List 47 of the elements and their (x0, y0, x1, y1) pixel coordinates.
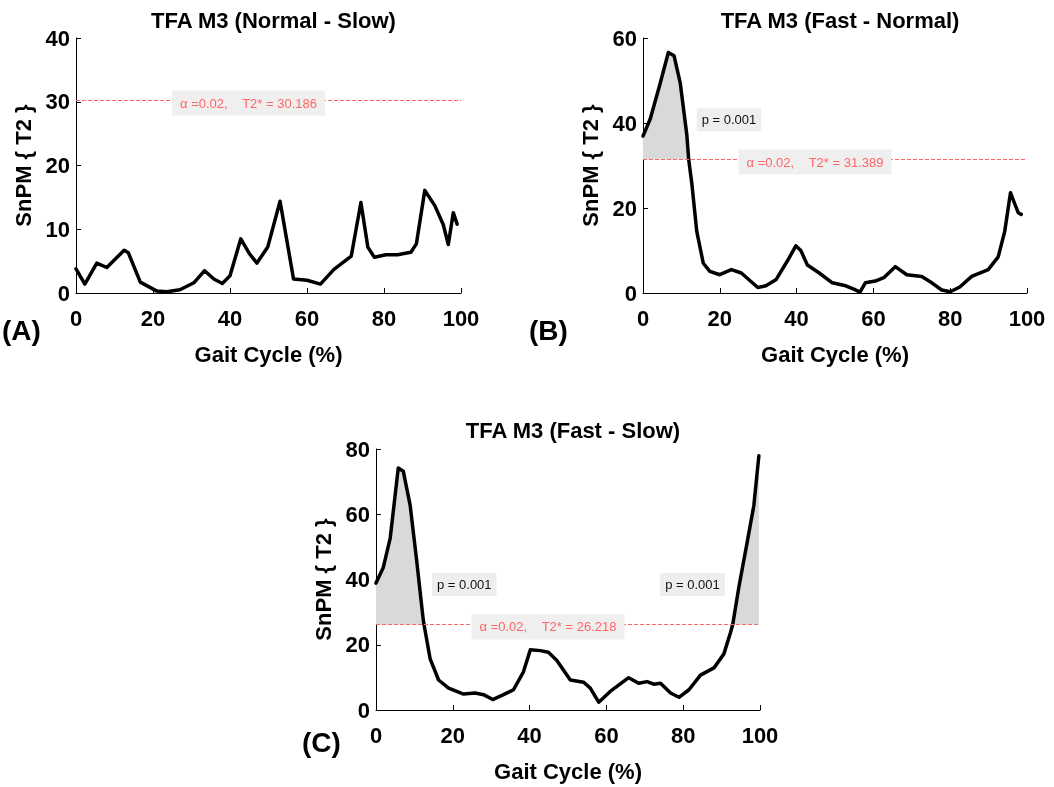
x-axis-title: Gait Cycle (%) (761, 341, 909, 367)
x-tick-label: 100 (741, 722, 779, 748)
x-tick-label: 80 (937, 305, 963, 331)
x-tick-label: 60 (594, 722, 619, 748)
ref-line-label: α =0.02, T2* = 26.218 (479, 619, 617, 635)
x-tick-label: 20 (707, 305, 733, 331)
y-tick-label: 60 (612, 25, 637, 51)
x-tick-label: 60 (861, 305, 886, 331)
chart-title: TFA M3 (Fast - Slow) (465, 417, 681, 443)
text: (A) (2, 314, 41, 346)
y-tick-label: 40 (612, 110, 637, 136)
annotation: p = 0.001 (701, 112, 757, 128)
y-tick-label: 0 (57, 280, 70, 306)
chart-title: TFA M3 (Normal - Slow) (151, 7, 396, 33)
y-axis-title: SnPM { T2 } (311, 517, 337, 641)
x-tick-label: 100 (1008, 305, 1046, 331)
y-tick-label: 80 (345, 436, 370, 462)
y-tick-label: 20 (45, 153, 70, 178)
chart-title: TFA M3 (Fast - Normal) (720, 7, 960, 33)
x-tick-label: 80 (371, 305, 397, 331)
x-tick-label: 60 (294, 305, 320, 331)
text: (C) (302, 726, 341, 758)
ref-line-label: α =0.02, T2* = 30.186 (180, 95, 317, 111)
x-tick-label: 100 (442, 305, 480, 331)
y-tick-label: 60 (345, 501, 370, 527)
x-tick-label: 40 (784, 305, 809, 331)
y-tick-label: 20 (345, 632, 370, 658)
x-tick-label: 20 (140, 305, 166, 331)
x-tick-label: 80 (670, 722, 696, 748)
y-tick-label: 0 (624, 280, 637, 306)
y-axis-title: SnPM { T2 } (11, 103, 37, 227)
y-tick-label: 10 (45, 216, 70, 242)
y-tick-label: 30 (45, 89, 70, 115)
annotation: p = 0.001 (437, 576, 492, 592)
ref-line-label: α =0.02, T2* = 31.389 (746, 154, 884, 170)
x-tick-label: 20 (440, 722, 466, 748)
y-tick-label: 40 (45, 25, 70, 51)
x-axis-title: Gait Cycle (%) (194, 341, 343, 367)
x-tick-label: 40 (217, 305, 243, 331)
x-tick-label: 40 (517, 722, 542, 748)
text: (B) (529, 314, 568, 346)
annotation: p = 0.001 (665, 576, 720, 592)
y-axis-title: SnPM { T2 } (578, 103, 604, 227)
x-axis-title: Gait Cycle (%) (494, 758, 642, 784)
y-tick-label: 20 (612, 195, 637, 221)
y-tick-label: 40 (345, 567, 370, 592)
y-tick-label: 0 (357, 697, 370, 723)
